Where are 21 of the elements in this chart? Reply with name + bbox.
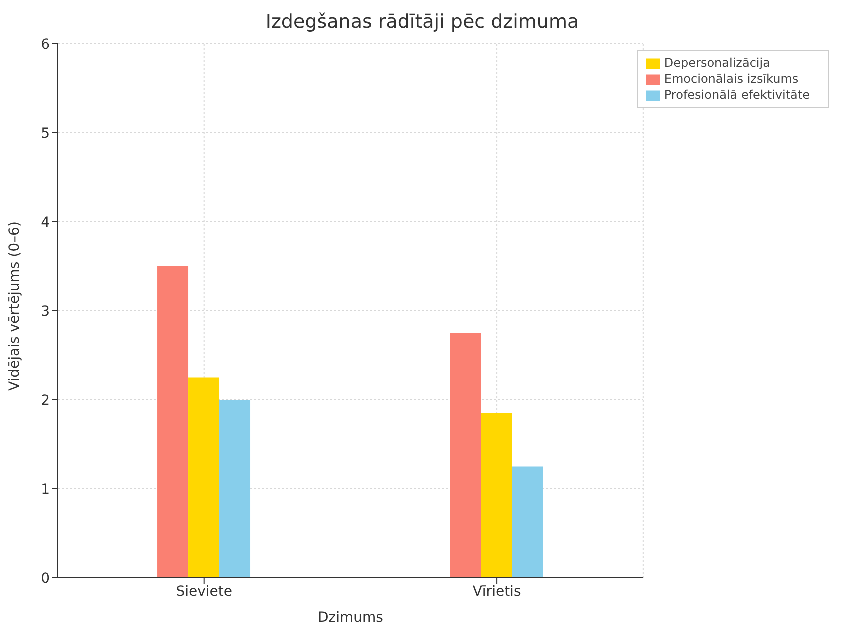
x-tick-label: Sieviete bbox=[176, 584, 232, 600]
bar bbox=[481, 413, 512, 578]
y-tick-label: 3 bbox=[41, 304, 50, 320]
chart-title: Izdegšanas rādītāji pēc dzimuma bbox=[264, 10, 580, 35]
x-tick-label: Vīrietis bbox=[472, 584, 522, 600]
legend-label: Depersonalizācija bbox=[664, 56, 770, 70]
bar bbox=[220, 400, 251, 578]
y-tick-label: 6 bbox=[41, 36, 50, 53]
legend-label: Emocionālais izsīkums bbox=[664, 72, 799, 86]
x-axis-title: Dzimums bbox=[318, 610, 384, 626]
y-tick-label: 5 bbox=[41, 126, 50, 142]
legend-label: Profesionālā efektivitāte bbox=[664, 88, 810, 102]
bar bbox=[450, 333, 482, 578]
y-tick-label: 0 bbox=[41, 570, 50, 587]
bar bbox=[158, 266, 189, 578]
bar bbox=[188, 378, 220, 578]
y-axis-title: Vidējais vērtējums (0–6) bbox=[6, 222, 23, 391]
y-tick-label: 2 bbox=[41, 392, 50, 409]
bar bbox=[512, 466, 544, 578]
y-tick-label: 4 bbox=[41, 214, 50, 231]
y-tick-label: 1 bbox=[41, 482, 50, 498]
